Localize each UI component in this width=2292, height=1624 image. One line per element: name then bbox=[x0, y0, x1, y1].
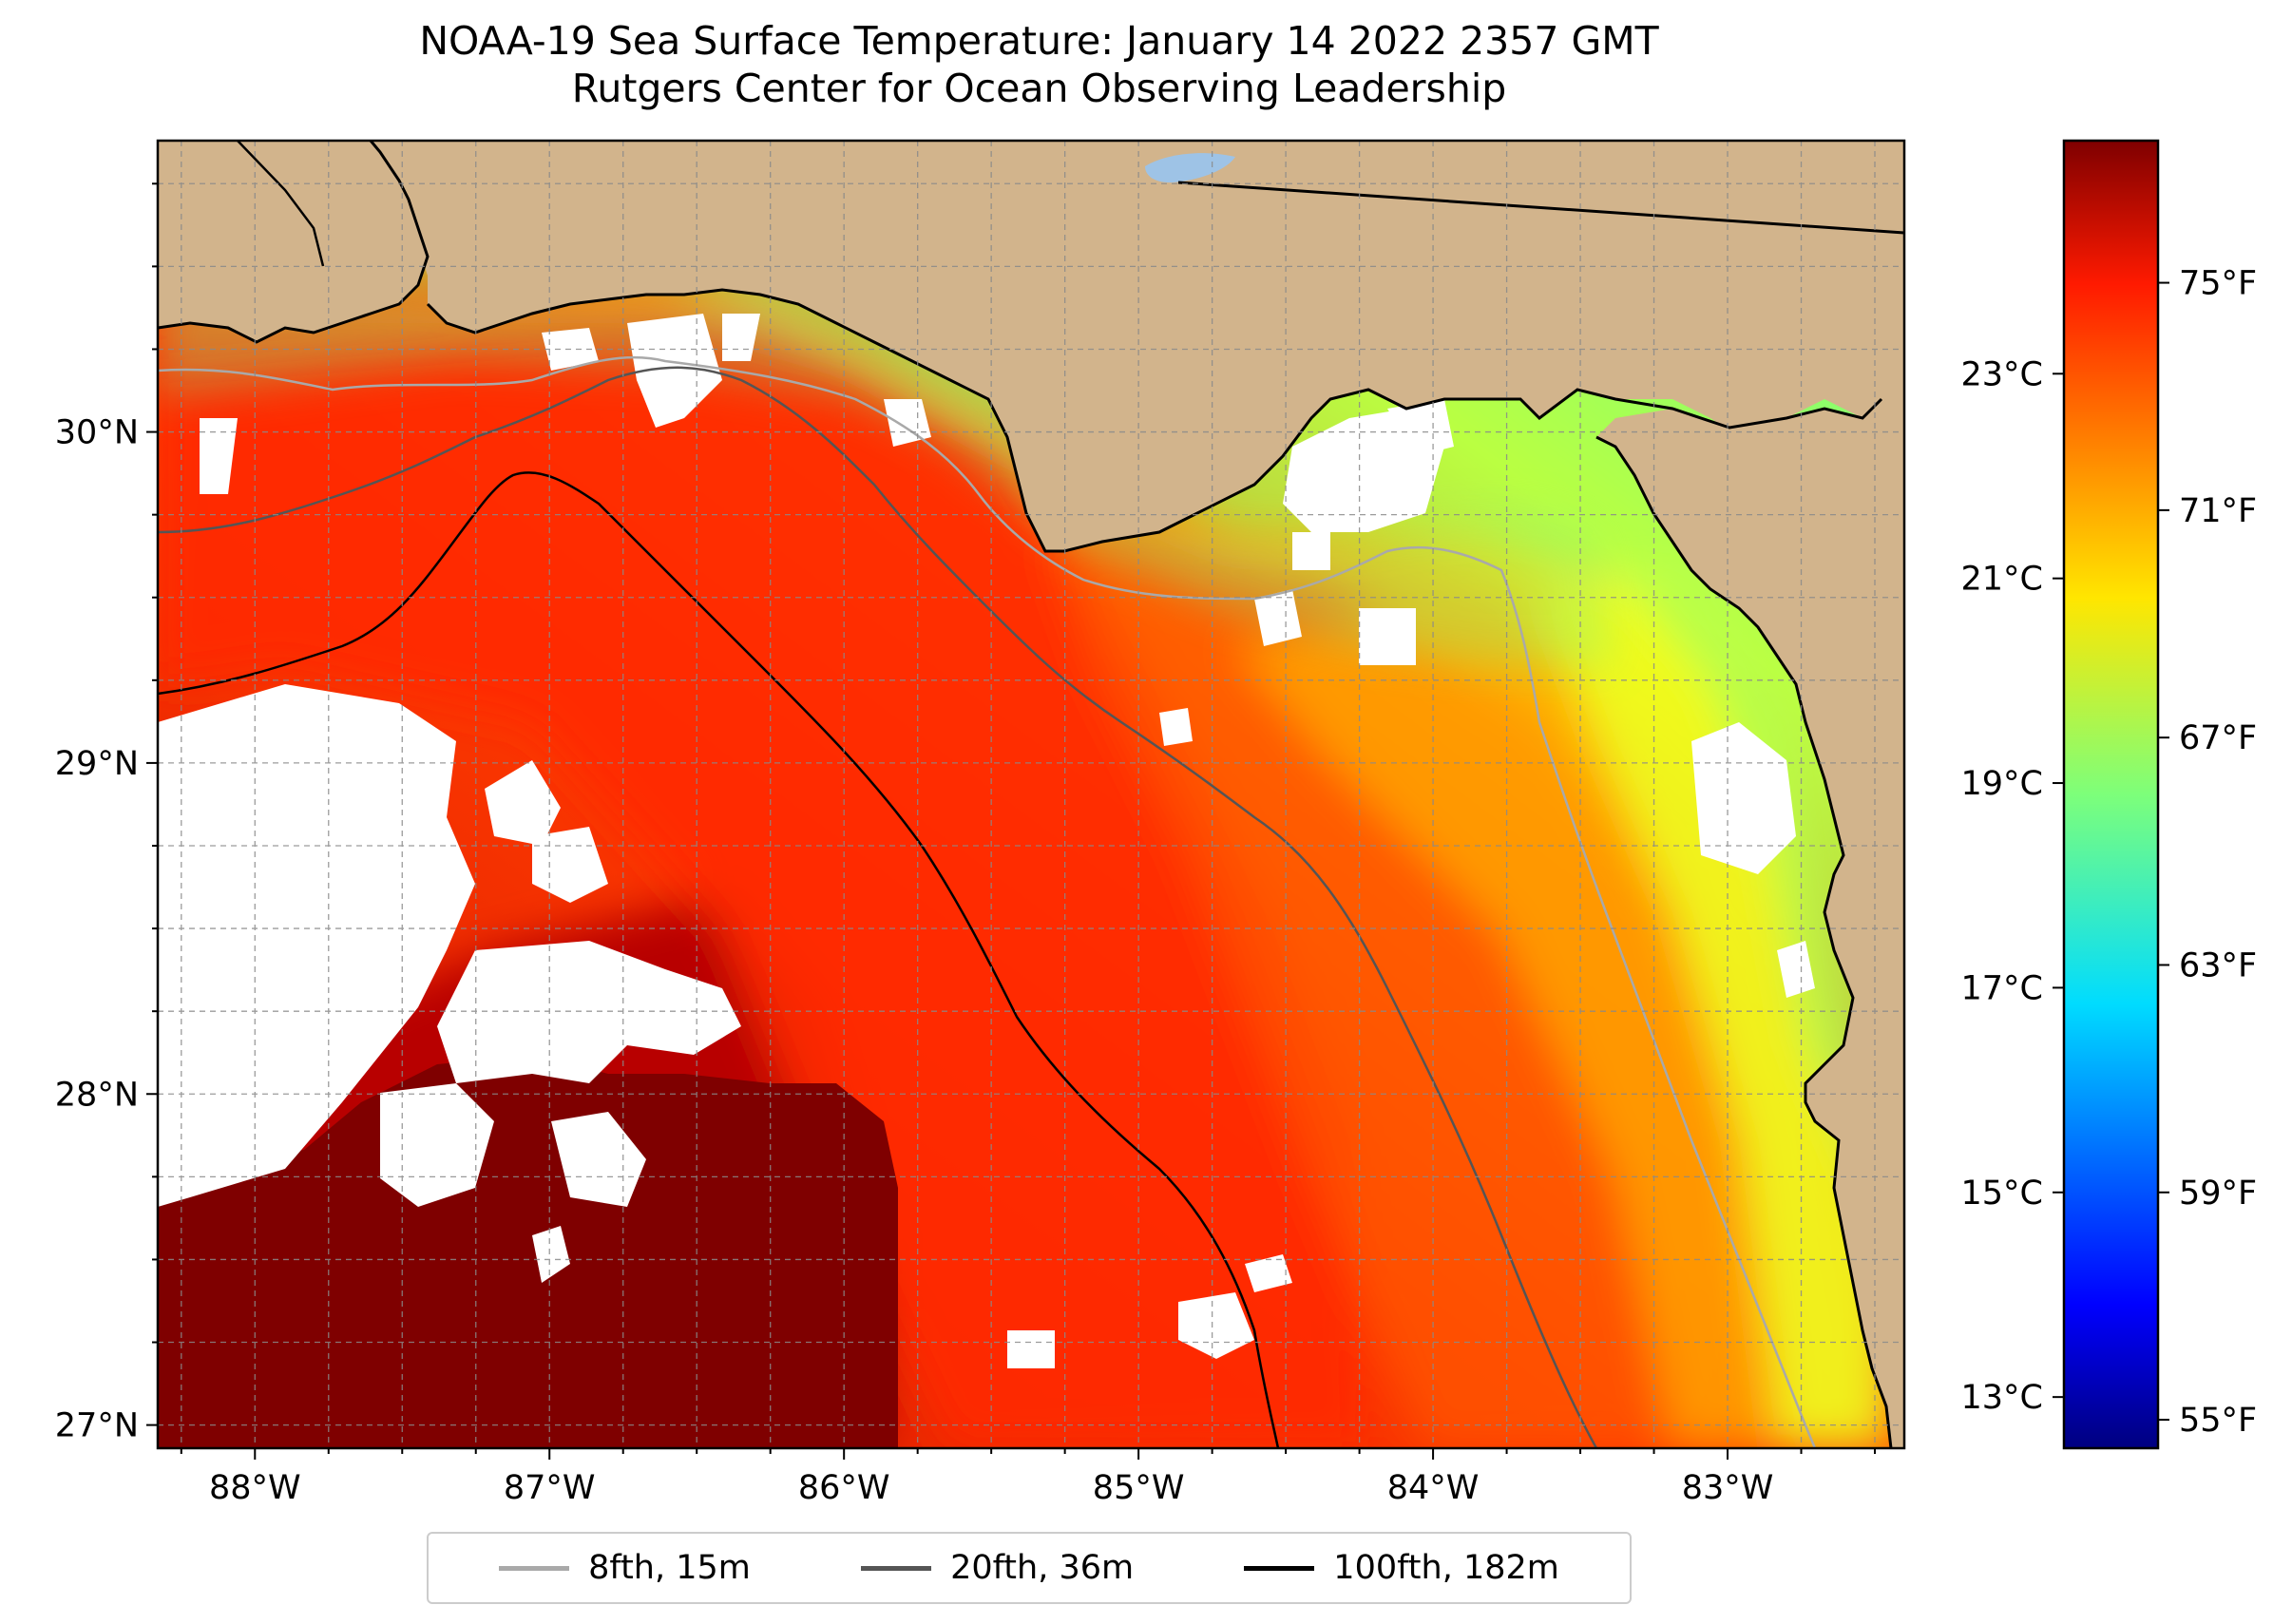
lon-tick-label: 88°W bbox=[209, 1469, 301, 1507]
colorbar-f-tick-label: 63°F bbox=[2179, 946, 2257, 984]
colorbar-c-tick-label: 13°C bbox=[1961, 1379, 2043, 1417]
colorbar bbox=[2062, 139, 2160, 1450]
lon-tick-label: 84°W bbox=[1387, 1469, 1480, 1507]
land-west bbox=[158, 141, 428, 342]
lake bbox=[1145, 153, 1235, 183]
legend-swatch-100fth bbox=[1244, 1565, 1315, 1571]
legend-swatch-20fth bbox=[861, 1565, 932, 1571]
colorbar-c-tick-label: 19°C bbox=[1961, 765, 2043, 803]
legend-label-20fth: 20fth, 36m bbox=[950, 1549, 1135, 1587]
lat-tick-label: 28°N bbox=[55, 1076, 139, 1114]
colorbar-c-tick-label: 21°C bbox=[1961, 561, 2043, 599]
legend-item-100fth: 100fth, 182m bbox=[1244, 1549, 1559, 1587]
colorbar-c-tick-label: 17°C bbox=[1961, 969, 2043, 1007]
legend-swatch-8fth bbox=[499, 1565, 570, 1571]
lat-tick-label: 29°N bbox=[55, 745, 139, 783]
state-border bbox=[237, 141, 325, 267]
map-frame bbox=[156, 139, 1906, 1450]
longitude-ticks: 88°W 87°W 86°W 85°W 84°W 83°W bbox=[180, 1448, 1877, 1507]
land-north bbox=[371, 141, 1904, 551]
map-subtitle: Rutgers Center for Ocean Observing Leade… bbox=[571, 66, 1507, 111]
contour-legend: 8fth, 15m 20fth, 36m 100fth, 182m bbox=[427, 1532, 1632, 1604]
cloud-mask-regions bbox=[158, 314, 1815, 1368]
lat-tick-label: 30°N bbox=[55, 414, 139, 452]
gridlines bbox=[158, 141, 1904, 1448]
colorbar-f-tick-label: 67°F bbox=[2179, 719, 2257, 757]
colorbar-c-tick-label: 15°C bbox=[1961, 1175, 2043, 1213]
colorbar-fahrenheit-ticks: 55°F 59°F 63°F 67°F 71°F 75°F bbox=[2158, 265, 2257, 1440]
colorbar-f-tick-label: 75°F bbox=[2179, 265, 2257, 303]
latitude-ticks: 30°N 29°N 28°N 27°N bbox=[55, 182, 158, 1445]
lon-tick-label: 86°W bbox=[798, 1469, 890, 1507]
legend-label-100fth: 100fth, 182m bbox=[1333, 1549, 1559, 1587]
colorbar-c-tick-label: 23°C bbox=[1961, 355, 2043, 393]
legend-label-8fth: 8fth, 15m bbox=[588, 1549, 751, 1587]
colorbar-f-tick-label: 55°F bbox=[2179, 1402, 2257, 1440]
figure-titles: NOAA-19 Sea Surface Temperature: January… bbox=[0, 17, 2078, 112]
map-area bbox=[158, 141, 1904, 1448]
lat-tick-label: 27°N bbox=[55, 1407, 139, 1445]
map-title: NOAA-19 Sea Surface Temperature: January… bbox=[419, 18, 1659, 64]
lon-tick-label: 83°W bbox=[1682, 1469, 1774, 1507]
colorbar-f-tick-label: 59°F bbox=[2179, 1175, 2257, 1213]
warm-core-region bbox=[158, 1055, 898, 1448]
colorbar-celsius-ticks: 13°C 15°C 17°C 19°C 21°C 23°C bbox=[1961, 355, 2064, 1417]
land-east bbox=[1596, 399, 1904, 1448]
legend-item-8fth: 8fth, 15m bbox=[499, 1549, 751, 1587]
colorbar-f-tick-label: 71°F bbox=[2179, 492, 2257, 530]
lon-tick-label: 85°W bbox=[1093, 1469, 1185, 1507]
legend-item-20fth: 20fth, 36m bbox=[861, 1549, 1134, 1587]
lon-tick-label: 87°W bbox=[504, 1469, 596, 1507]
